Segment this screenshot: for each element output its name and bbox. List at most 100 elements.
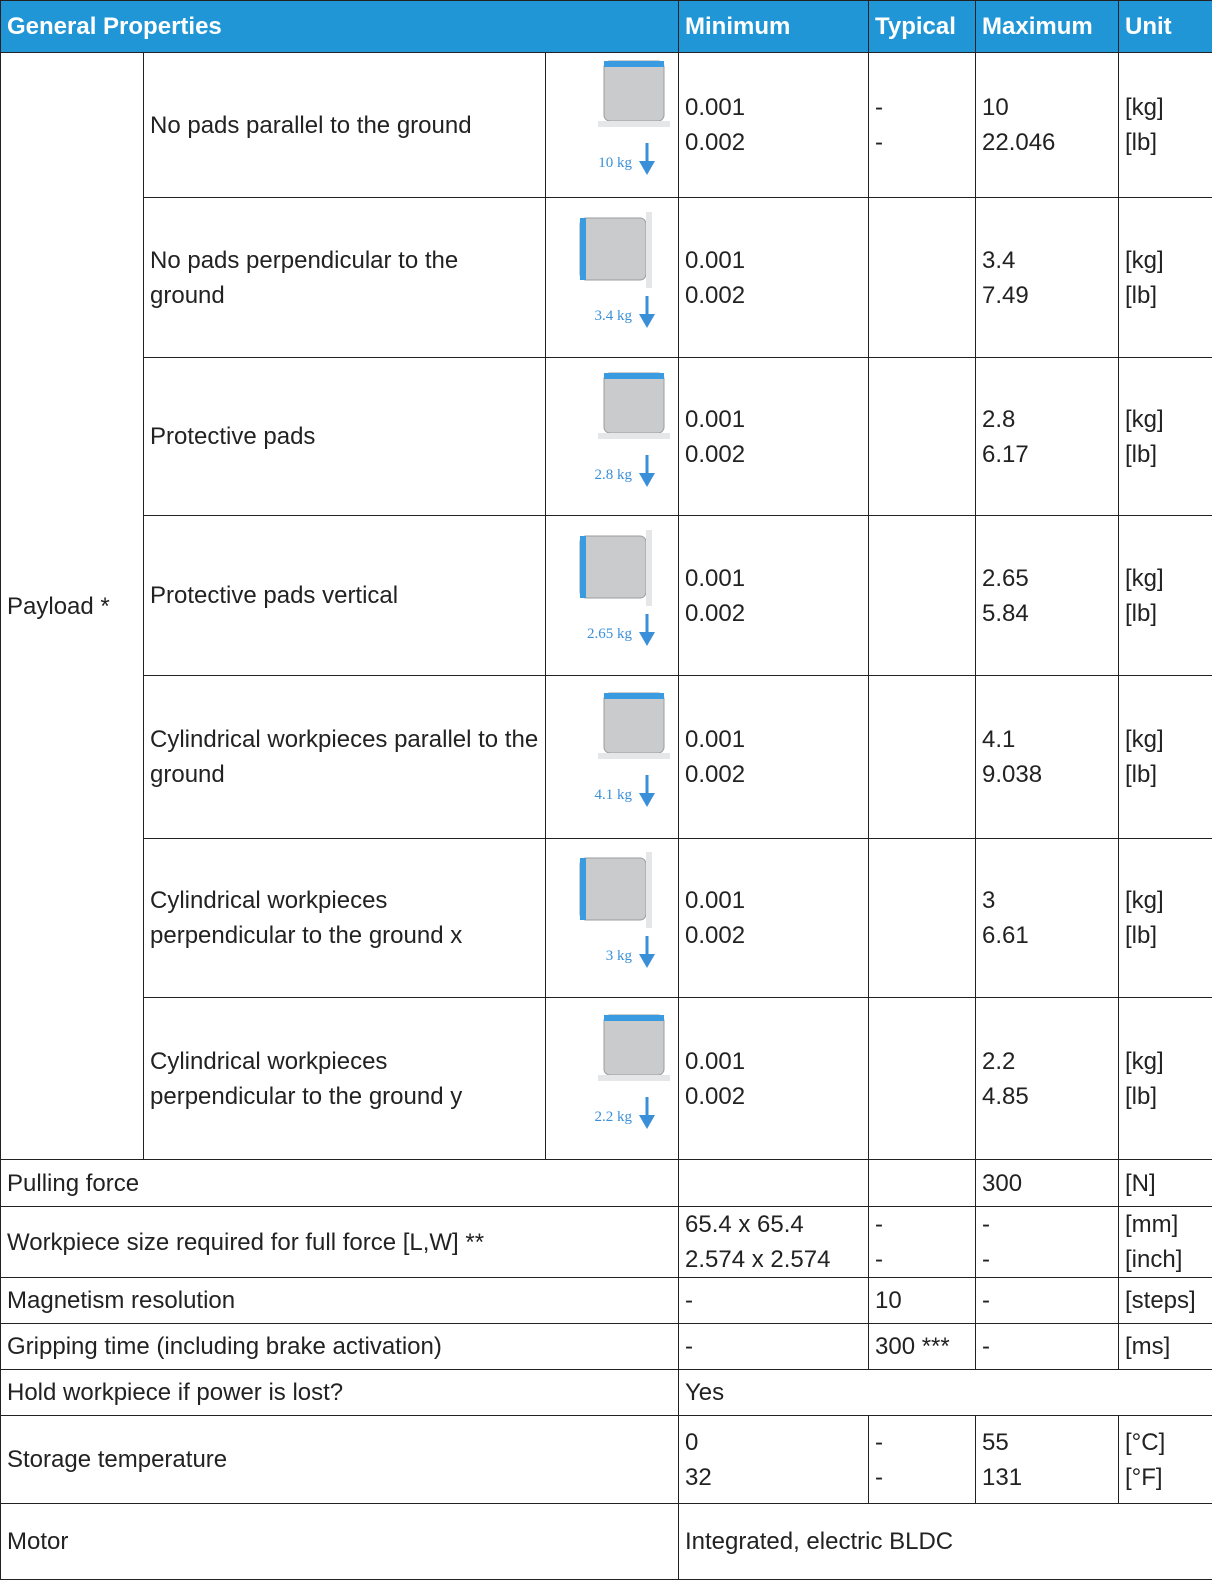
- gripper-body: [604, 1015, 664, 1075]
- cell-line: 32: [685, 1460, 862, 1495]
- cell-line: 55: [982, 1425, 1112, 1460]
- payload-icon-cell: 4.1 kg: [546, 676, 679, 839]
- payload-name: Protective pads: [144, 358, 546, 516]
- payload-row: Cylindrical workpieces perpendicular to …: [1, 839, 1212, 998]
- cell-line: -: [875, 90, 969, 125]
- row-name: Hold workpiece if power is lost?: [1, 1370, 679, 1416]
- plate: [598, 121, 670, 127]
- cell-line: 0.001: [685, 561, 862, 596]
- cell-line: 2.2: [982, 1044, 1112, 1079]
- weight-label: 2.8 kg: [595, 467, 633, 483]
- spec-row: Workpiece size required for full force […: [1, 1207, 1212, 1278]
- cell-line: 0.002: [685, 125, 862, 160]
- typical-cell: [869, 998, 976, 1160]
- payload-icon-cell: 2.8 kg: [546, 358, 679, 516]
- gripper-stripe: [580, 218, 586, 280]
- cell-line: 0.002: [685, 918, 862, 953]
- cell-line: -: [685, 1283, 862, 1318]
- cell-line: 0.001: [685, 243, 862, 278]
- payload-label: Payload *: [1, 53, 144, 1160]
- arrow-head: [639, 1115, 655, 1129]
- payload-name: No pads parallel to the ground: [144, 53, 546, 198]
- row-name: Workpiece size required for full force […: [1, 1207, 679, 1278]
- cell-line: -: [875, 125, 969, 160]
- cell-line: [lb]: [1125, 278, 1206, 313]
- unit-cell: [kg][lb]: [1119, 53, 1212, 198]
- payload-name: Cylindrical workpieces perpendicular to …: [144, 839, 546, 998]
- row-name: Storage temperature: [1, 1416, 679, 1504]
- cell-line: [lb]: [1125, 125, 1206, 160]
- weight-label: 10 kg: [598, 155, 632, 171]
- gripper-icon: 3.4 kg: [552, 208, 672, 338]
- arrow-head: [639, 954, 655, 968]
- cell-line: -: [875, 1242, 969, 1277]
- cell-line: 2.574 x 2.574: [685, 1242, 862, 1277]
- payload-icon-cell: 2.2 kg: [546, 998, 679, 1160]
- gripper-body: [580, 536, 646, 598]
- cell-line: -: [875, 1460, 969, 1495]
- maximum-cell: -: [976, 1324, 1119, 1370]
- header-cell: Minimum: [679, 1, 869, 53]
- payload-name: Cylindrical workpieces parallel to the g…: [144, 676, 546, 839]
- cell-line: 4.85: [982, 1079, 1112, 1114]
- payload-row: Cylindrical workpieces parallel to the g…: [1, 676, 1212, 839]
- cell-line: -: [875, 1425, 969, 1460]
- cell-line: [kg]: [1125, 561, 1206, 596]
- typical-cell: [869, 1160, 976, 1207]
- cell-line: 0.002: [685, 278, 862, 313]
- row-name: Motor: [1, 1504, 679, 1580]
- cell-line: 2.8: [982, 402, 1112, 437]
- cell-line: 3: [982, 883, 1112, 918]
- cell-line: 0.002: [685, 757, 862, 792]
- unit-cell: [kg][lb]: [1119, 676, 1212, 839]
- spec-row: Gripping time (including brake activatio…: [1, 1324, 1212, 1370]
- cell-line: 0.001: [685, 722, 862, 757]
- maximum-cell: --: [976, 1207, 1119, 1278]
- cell-line: 300: [982, 1166, 1112, 1201]
- row-value: Yes: [679, 1370, 1212, 1416]
- unit-cell: [kg][lb]: [1119, 198, 1212, 358]
- payload-icon-cell: 3 kg: [546, 839, 679, 998]
- gripper-stripe: [604, 693, 664, 699]
- unit-cell: [mm][inch]: [1119, 1207, 1212, 1278]
- gripper-body: [604, 373, 664, 433]
- gripper-body: [604, 693, 664, 753]
- gripper-icon: 2.8 kg: [552, 367, 672, 497]
- row-name: Gripping time (including brake activatio…: [1, 1324, 679, 1370]
- unit-cell: [kg][lb]: [1119, 358, 1212, 516]
- cell-line: 0.002: [685, 596, 862, 631]
- cell-line: 22.046: [982, 125, 1112, 160]
- cell-line: 0.001: [685, 883, 862, 918]
- cell-line: [°F]: [1125, 1460, 1206, 1495]
- row-name: Pulling force: [1, 1160, 679, 1207]
- cell-line: -: [982, 1283, 1112, 1318]
- payload-icon-cell: 2.65 kg: [546, 516, 679, 676]
- typical-cell: 300 ***: [869, 1324, 976, 1370]
- typical-cell: 10: [869, 1278, 976, 1324]
- unit-cell: [kg][lb]: [1119, 998, 1212, 1160]
- typical-cell: [869, 516, 976, 676]
- cell-line: -: [982, 1242, 1112, 1277]
- cell-line: -: [982, 1329, 1112, 1364]
- plate: [598, 753, 670, 759]
- unit-cell: [N]: [1119, 1160, 1212, 1207]
- cell-line: 7.49: [982, 278, 1112, 313]
- cell-line: 10: [875, 1283, 969, 1318]
- maximum-cell: -: [976, 1278, 1119, 1324]
- minimum-cell: -: [679, 1324, 869, 1370]
- cell-line: 0.001: [685, 1044, 862, 1079]
